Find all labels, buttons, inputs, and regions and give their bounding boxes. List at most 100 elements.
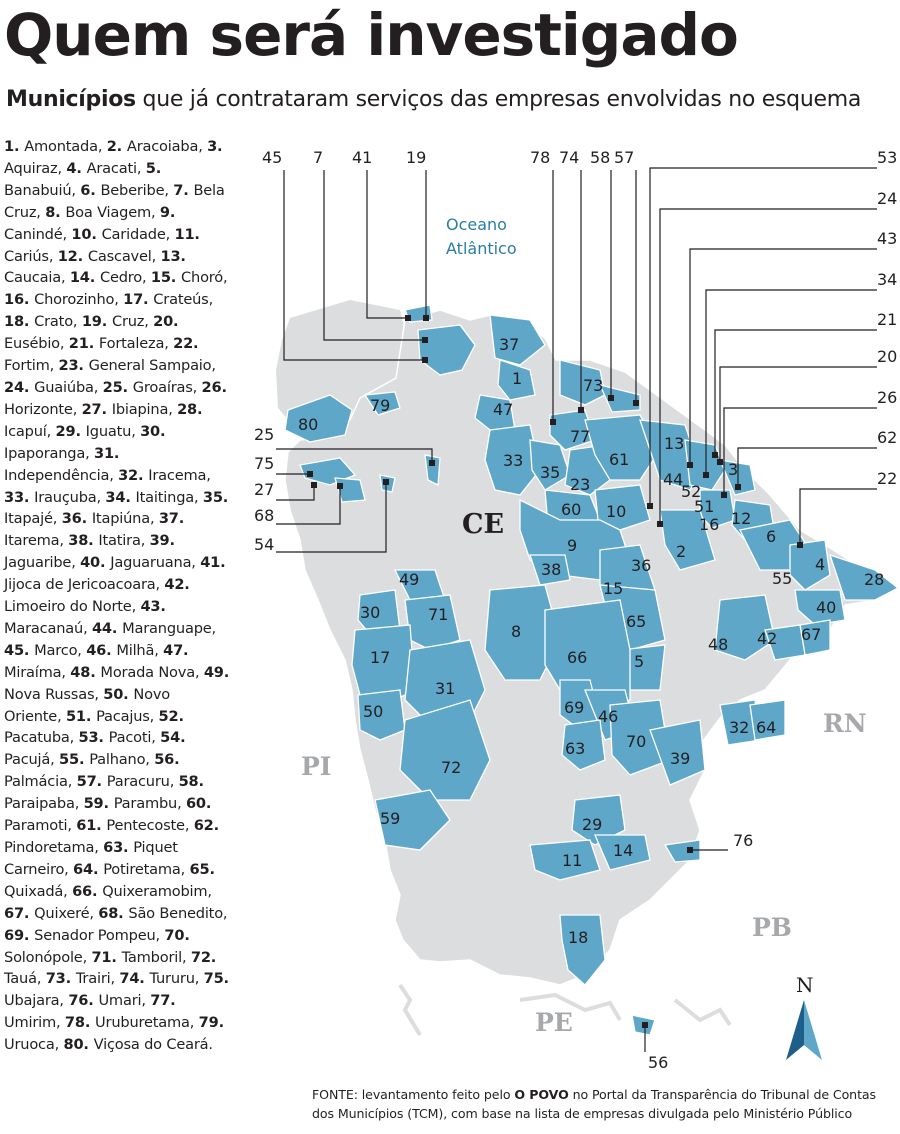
legend-item: 39. Jaguaribe, xyxy=(4,532,175,571)
municipality-number-label: 61 xyxy=(609,450,629,469)
legend-item: 80. Viçosa do Ceará. xyxy=(64,1036,214,1053)
legend-number: 8. xyxy=(45,203,66,221)
legend-number: 42. xyxy=(164,576,190,594)
legend-item: 50. Novo Oriente, xyxy=(4,686,170,725)
callout-marker xyxy=(550,419,556,425)
legend-name: Quixeramobim, xyxy=(102,882,212,900)
callout-marker xyxy=(687,462,693,468)
municipality-number-label: 79 xyxy=(370,396,390,415)
municipality-number-label: 71 xyxy=(428,605,448,624)
legend-number: 15. xyxy=(150,269,182,287)
state-label-rn: RN xyxy=(823,709,867,738)
municipality-number-label: 30 xyxy=(360,603,380,622)
legend-name: Ibiapina, xyxy=(111,400,178,418)
municipality-number-label: 73 xyxy=(583,376,603,395)
municipality-number-label: 10 xyxy=(606,502,626,521)
callout-number-label: 68 xyxy=(254,506,274,525)
legend-item: 52. Pacatuba, xyxy=(4,708,184,747)
legend-item: 6. Beberibe, xyxy=(80,182,173,199)
legend-number: 59. xyxy=(83,795,114,813)
callout-number-label: 53 xyxy=(877,148,897,167)
legend-number: 48. xyxy=(70,663,101,681)
legend-number: 2. xyxy=(106,138,127,155)
callout-75: 75 xyxy=(254,454,313,477)
municipality-number-label: 29 xyxy=(582,815,602,834)
callout-number-label: 25 xyxy=(254,425,274,444)
legend-item: 24. Guaiúba, xyxy=(4,379,103,396)
neighbor-land-pi xyxy=(276,300,405,430)
legend-item: 47. Miraíma, xyxy=(4,642,189,681)
callout-leader-line xyxy=(723,407,877,495)
legend-name: Tururu, xyxy=(149,970,204,988)
ocean-label-line1: Oceano xyxy=(446,215,507,234)
legend-name: Caucaia, xyxy=(4,269,70,287)
legend-number: 29. xyxy=(55,422,86,440)
legend-item: 56. Palmácia, xyxy=(4,751,180,791)
legend-name: Quixeré, xyxy=(34,904,99,922)
legend-name: Iracema, xyxy=(148,466,211,484)
callout-number-label: 58 xyxy=(590,148,610,167)
callout-leader-line xyxy=(276,482,387,553)
callout-45: 45 xyxy=(262,148,428,363)
legend-number: 31. xyxy=(93,444,120,462)
legend-number: 69. xyxy=(4,926,35,944)
callout-leaders: 45 7 41 19 78 74 58 57 5324433421202662222575276… xyxy=(254,148,897,1072)
callout-marker xyxy=(647,503,653,509)
legend-item: 26. Horizonte, xyxy=(4,379,227,418)
legend-item: 8. Boa Viagem, xyxy=(45,204,160,221)
legend-item: 15. Choró, xyxy=(151,269,228,286)
legend-item: 13. Caucaia, xyxy=(4,248,186,287)
legend-name: Cruz, xyxy=(111,313,154,331)
legend-item: 76. Umari, xyxy=(68,992,150,1009)
callout-marker xyxy=(797,542,803,548)
legend-name: Milhã, xyxy=(116,641,164,659)
callout-number-label: 34 xyxy=(877,270,897,289)
legend-name: Aracoiaba, xyxy=(126,138,208,155)
source-footer: FONTE: levantamento feito pelo O POVO no… xyxy=(312,1085,897,1123)
legend-name: Palmácia, xyxy=(4,773,77,791)
callout-leader-line xyxy=(719,366,877,462)
legend-item: 54. Pacujá, xyxy=(4,729,186,768)
callout-number-label: 7 xyxy=(313,148,323,167)
legend-item: 4. Aracati, xyxy=(66,160,145,177)
callout-number-label: 54 xyxy=(254,535,274,554)
legend-name: Groaíras, xyxy=(132,378,202,396)
municipality-number-label: 37 xyxy=(499,335,519,354)
state-label-pi: PI xyxy=(301,752,332,781)
municipality-number-label: 16 xyxy=(699,515,719,534)
legend-number: 10. xyxy=(71,225,102,243)
legend-number: 4. xyxy=(66,159,87,177)
legend-number: 14. xyxy=(69,269,100,287)
legend-name: Jaguaruana, xyxy=(110,554,201,572)
legend-item: 44. Maranguape, xyxy=(92,620,216,637)
legend-number: 61. xyxy=(76,817,107,835)
legend-item: 69. Senador Pompeu, xyxy=(4,927,164,944)
legend-number: 75. xyxy=(203,970,229,988)
callout-number-label: 41 xyxy=(352,148,372,167)
legend-number: 25. xyxy=(102,378,133,396)
legend-number: 57. xyxy=(76,773,107,791)
callout-number-label: 45 xyxy=(262,148,282,167)
callout-leader-line xyxy=(276,448,433,463)
municipality-number-label: 32 xyxy=(729,718,749,737)
legend-number: 45. xyxy=(4,641,35,659)
callout-marker xyxy=(642,1022,648,1028)
legend-name: Crato, xyxy=(34,313,82,331)
legend-item: 63. Piquet Carneiro, xyxy=(4,839,178,878)
legend-item: 62. Pindoretama, xyxy=(4,817,219,856)
legend-item: 40. Jaguaruana, xyxy=(80,554,200,571)
legend-name: Itapiúna, xyxy=(91,510,159,528)
legend-item: 74. Tururu, xyxy=(119,970,203,987)
legend-number: 13. xyxy=(160,247,186,265)
legend-name: Fortim, xyxy=(4,357,59,375)
callout-number-label: 43 xyxy=(877,229,897,248)
callout-marker xyxy=(405,315,411,321)
legend-name: Senador Pompeu, xyxy=(34,926,165,944)
legend-item: 14. Cedro, xyxy=(70,269,151,286)
callout-62: 62 xyxy=(735,428,897,490)
municipality-number-label: 1 xyxy=(512,369,522,388)
municipality-number-label: 60 xyxy=(561,500,581,519)
municipality-number-label: 31 xyxy=(435,679,455,698)
legend-name: Itarema, xyxy=(4,532,69,550)
legend-item: 42. Limoeiro do Norte, xyxy=(4,576,190,615)
